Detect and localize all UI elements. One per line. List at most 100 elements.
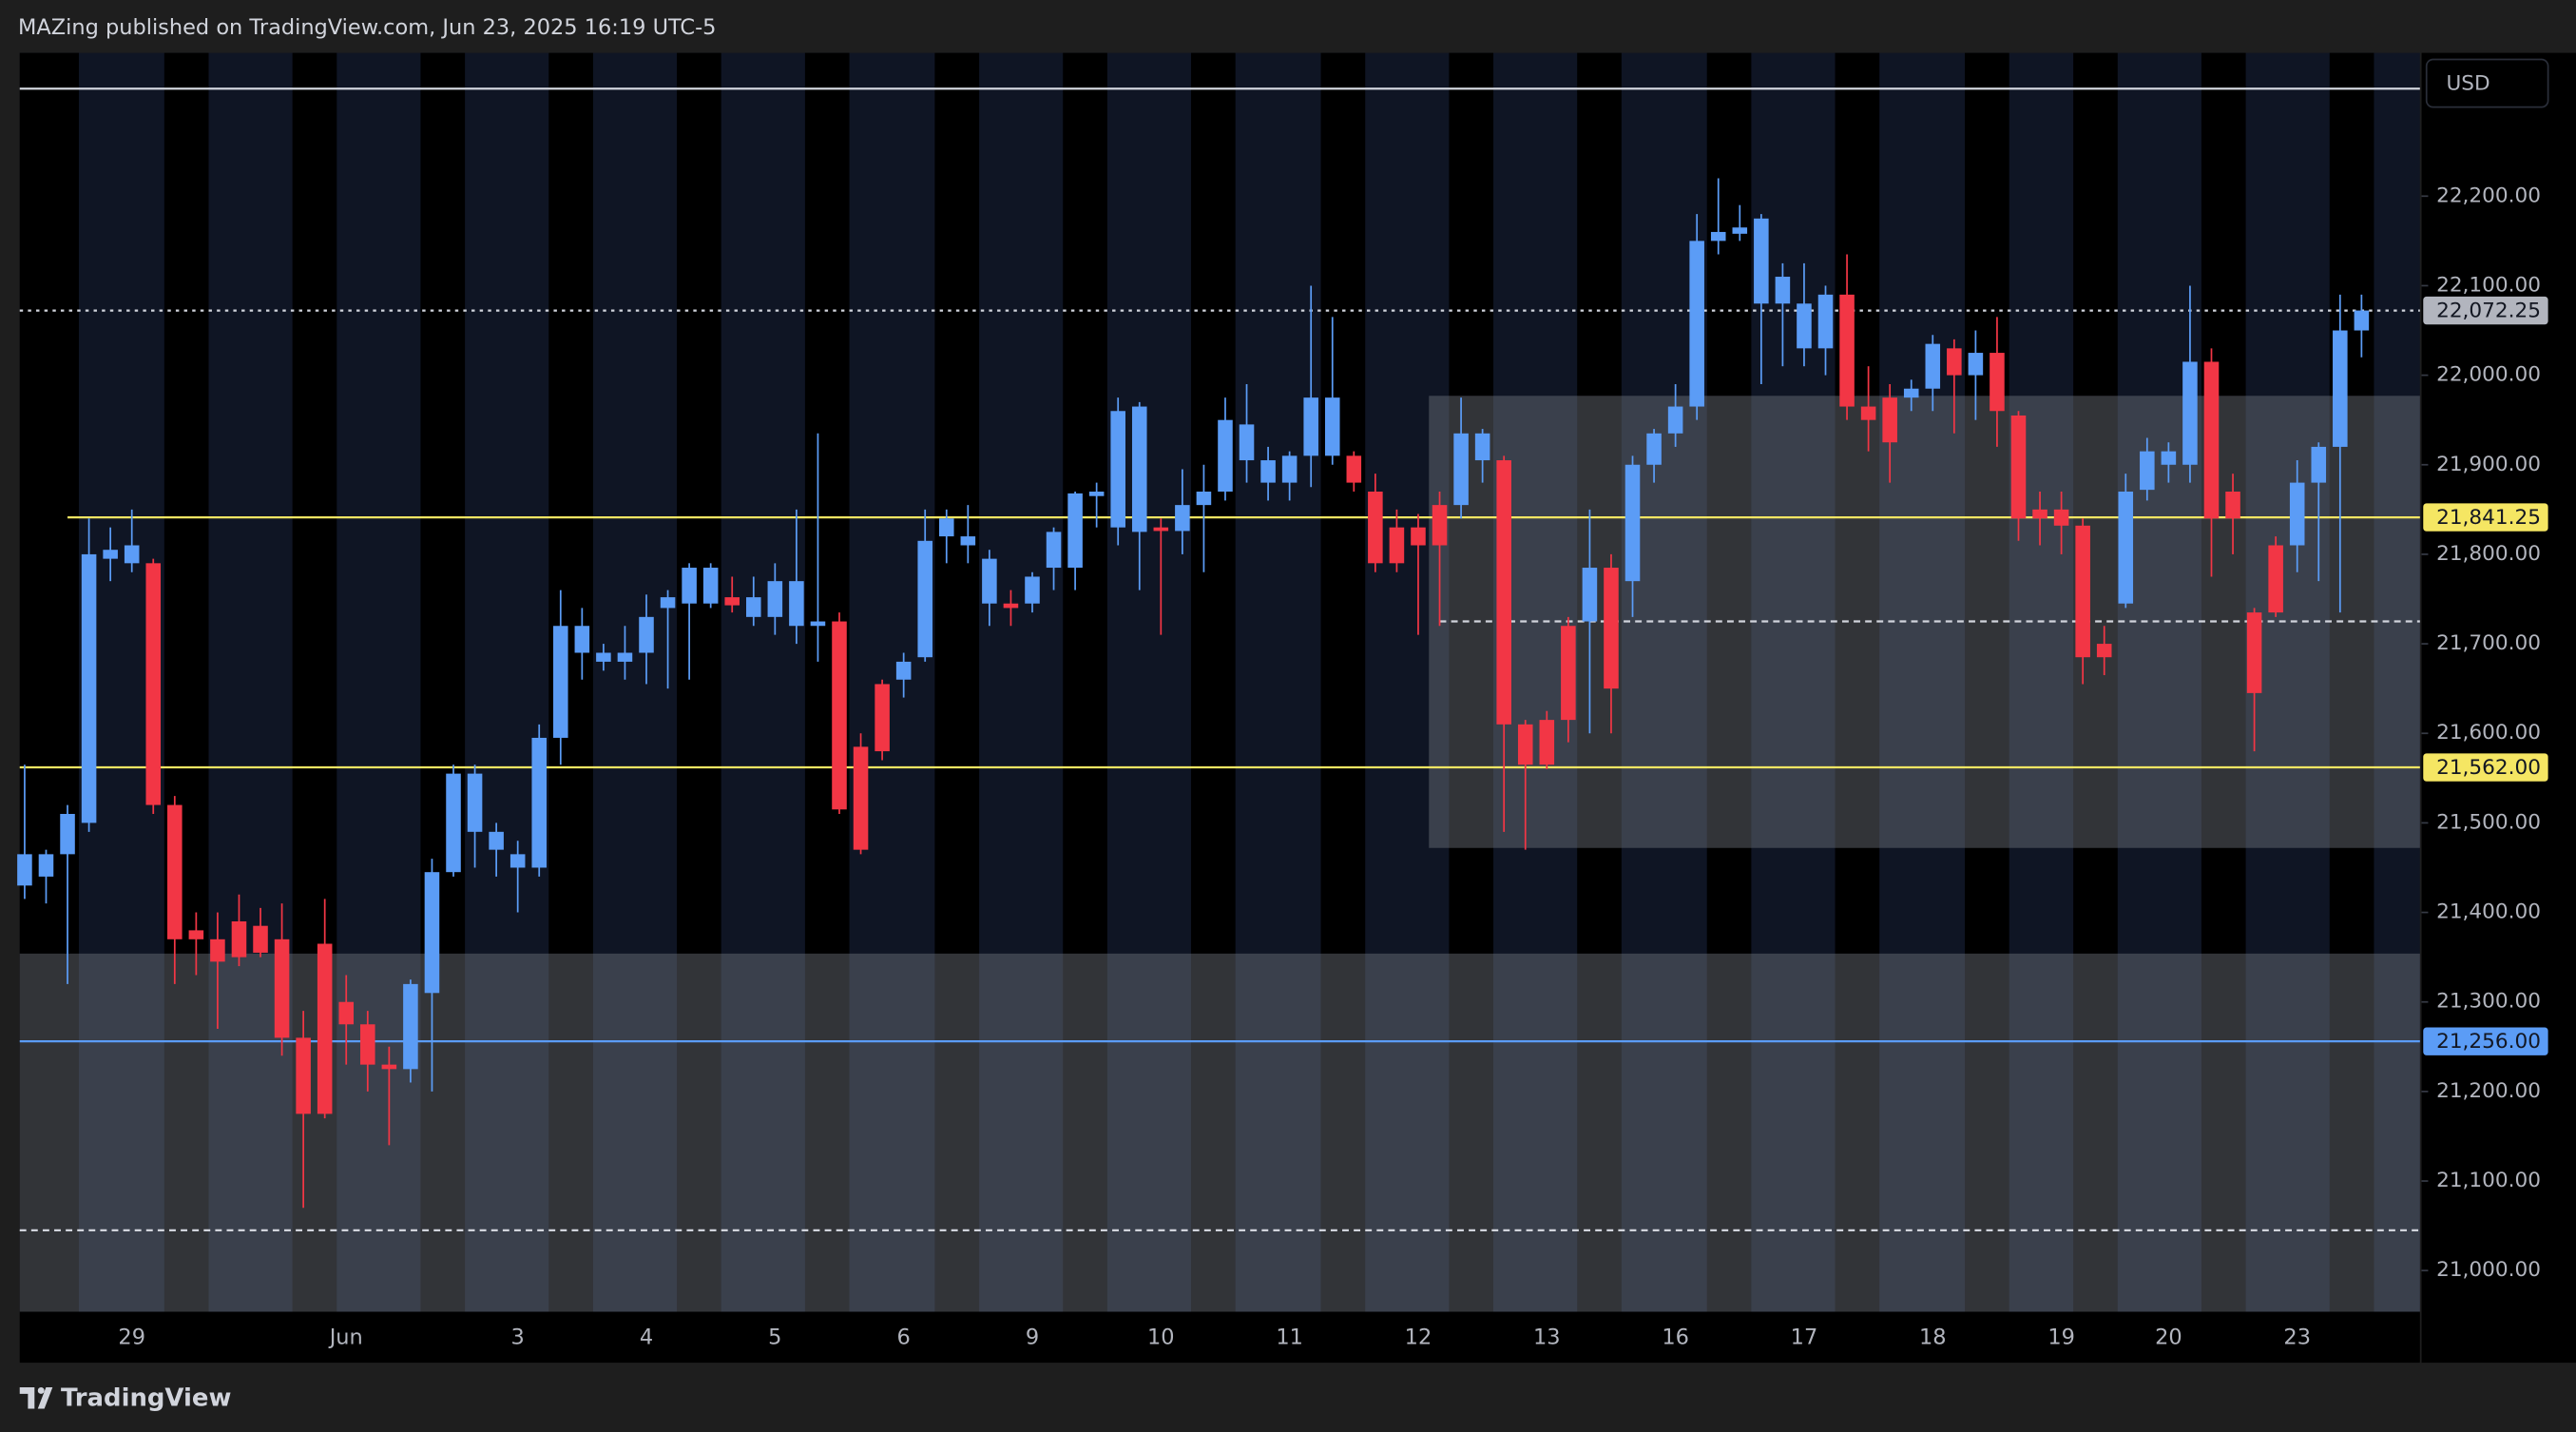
candle-body bbox=[832, 621, 847, 810]
candle-body bbox=[1797, 303, 1812, 349]
candle-body bbox=[317, 943, 333, 1114]
candle-body bbox=[982, 558, 997, 604]
candle-body bbox=[810, 621, 826, 627]
candle-body bbox=[1582, 568, 1598, 622]
axes: 21,000.00 21,100.00 21,200.00 21,300.00 21,4… bbox=[118, 184, 2548, 1350]
x-tick-label: 20 bbox=[2155, 1326, 2182, 1350]
candle-body bbox=[895, 661, 912, 680]
candle-body bbox=[789, 581, 804, 627]
logo: TradingView bbox=[19, 1384, 232, 1413]
y-tick-label: 21,500.00 bbox=[2436, 810, 2541, 834]
price-label: 21,256.00 bbox=[2436, 1030, 2541, 1054]
candle-body bbox=[724, 597, 740, 606]
candle-body bbox=[1432, 505, 1448, 546]
candle-body bbox=[639, 616, 654, 653]
candle-body bbox=[1604, 568, 1619, 689]
levels bbox=[19, 87, 2420, 1231]
candle-body bbox=[1003, 603, 1019, 609]
candle-body bbox=[403, 983, 418, 1070]
candle-body bbox=[875, 684, 890, 752]
y-tick-label: 21,200.00 bbox=[2436, 1079, 2541, 1103]
price-label: 21,841.25 bbox=[2436, 506, 2541, 530]
candle-body bbox=[424, 872, 440, 994]
candle-body bbox=[1860, 406, 1876, 420]
candle-body bbox=[2032, 509, 2047, 519]
y-tick-label: 21,000.00 bbox=[2436, 1258, 2541, 1282]
candle-body bbox=[2354, 310, 2370, 331]
candles bbox=[17, 178, 2370, 1209]
zone bbox=[19, 953, 2420, 1312]
night-stripe bbox=[2329, 52, 2374, 1312]
candle-body bbox=[853, 746, 869, 850]
candle-body bbox=[60, 813, 75, 855]
y-tick-label: 21,700.00 bbox=[2436, 631, 2541, 655]
candle-body bbox=[1453, 433, 1469, 506]
candle-body bbox=[1496, 460, 1511, 725]
candle-body bbox=[253, 925, 268, 953]
candle-body bbox=[1474, 433, 1490, 461]
candle-body bbox=[274, 939, 290, 1038]
candle-body bbox=[1903, 388, 1919, 398]
night-stripe bbox=[1965, 52, 2009, 1312]
price-label: 21,562.00 bbox=[2436, 756, 2541, 780]
candle-body bbox=[1732, 227, 1748, 234]
candle-body bbox=[1775, 277, 1791, 304]
candle-body bbox=[1561, 626, 1576, 721]
x-tick-label: 13 bbox=[1533, 1326, 1561, 1350]
logo-text: TradingView bbox=[61, 1384, 232, 1413]
candle-body bbox=[2096, 644, 2112, 658]
candle-body bbox=[682, 568, 697, 604]
y-axis-background bbox=[2421, 52, 2576, 1364]
logo-icon bbox=[19, 1387, 53, 1409]
candle-body bbox=[1925, 343, 1941, 389]
last-price-box bbox=[2423, 296, 2548, 325]
candle-body bbox=[596, 652, 611, 662]
candle-body bbox=[1303, 397, 1318, 456]
x-tick-label: 11 bbox=[1276, 1326, 1303, 1350]
currency-label: USD bbox=[2446, 71, 2489, 95]
candle-body bbox=[938, 518, 954, 537]
candle-body bbox=[917, 540, 932, 658]
candle-body bbox=[446, 773, 461, 873]
candle-body bbox=[2182, 361, 2198, 465]
candle-body bbox=[2118, 492, 2134, 604]
candle-body bbox=[381, 1064, 397, 1070]
x-tick-label: 10 bbox=[1147, 1326, 1175, 1350]
currency-button[interactable] bbox=[2425, 58, 2549, 108]
candle-body bbox=[1990, 353, 2005, 412]
y-tick-label: 22,200.00 bbox=[2436, 184, 2541, 207]
x-tick-label: 4 bbox=[640, 1326, 653, 1350]
candle-body bbox=[2010, 415, 2027, 519]
candle-body bbox=[531, 737, 548, 868]
candle-body bbox=[81, 553, 97, 823]
price-label-box bbox=[2423, 503, 2548, 532]
publish-header: MAZing published on TradingView.com, Jun… bbox=[18, 15, 716, 40]
candle-body bbox=[188, 930, 204, 939]
candle-body bbox=[2246, 612, 2262, 693]
candle-body bbox=[1324, 397, 1340, 456]
x-tick-label: 29 bbox=[118, 1326, 145, 1350]
candle-body bbox=[231, 920, 247, 958]
candle-body bbox=[2268, 545, 2283, 613]
x-tick-label: 12 bbox=[1405, 1326, 1432, 1350]
night-stripe bbox=[2201, 52, 2246, 1312]
night-stripe bbox=[1449, 52, 1494, 1312]
candle-body bbox=[338, 1001, 355, 1025]
candle-body bbox=[17, 854, 32, 886]
night-stripe bbox=[677, 52, 721, 1312]
night-stripe bbox=[1320, 52, 1366, 1312]
candle-body bbox=[1175, 505, 1190, 532]
candle-body bbox=[1539, 720, 1555, 765]
candle-body bbox=[1754, 218, 1769, 304]
candle-body bbox=[1088, 492, 1105, 496]
night-stripe bbox=[420, 52, 466, 1312]
candle-body bbox=[1817, 294, 1834, 349]
x-tick-label: 6 bbox=[897, 1326, 911, 1350]
candle-body bbox=[124, 545, 140, 564]
x-tick-label: 18 bbox=[1919, 1326, 1947, 1350]
candle-body bbox=[1131, 406, 1147, 532]
x-tick-label: 19 bbox=[2047, 1326, 2075, 1350]
x-tick-label: Jun bbox=[328, 1326, 363, 1350]
candle-body bbox=[1710, 231, 1726, 242]
